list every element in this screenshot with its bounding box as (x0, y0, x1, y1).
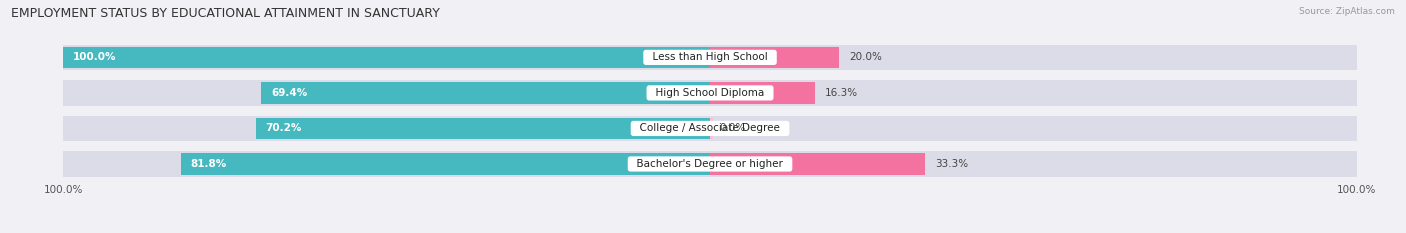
Text: 33.3%: 33.3% (935, 159, 969, 169)
Text: High School Diploma: High School Diploma (650, 88, 770, 98)
Bar (256, 118, 710, 139)
Text: 20.0%: 20.0% (849, 52, 882, 62)
Text: 0.0%: 0.0% (720, 123, 747, 134)
Text: Less than High School: Less than High School (645, 52, 775, 62)
Text: 100.0%: 100.0% (73, 52, 117, 62)
Bar (710, 151, 1357, 177)
Bar (710, 116, 1357, 141)
Legend: In Labor Force, Unemployed: In Labor Force, Unemployed (619, 232, 801, 233)
Bar (710, 47, 839, 68)
Bar (63, 45, 710, 70)
Bar (710, 153, 925, 175)
Bar (63, 80, 710, 106)
Text: EMPLOYMENT STATUS BY EDUCATIONAL ATTAINMENT IN SANCTUARY: EMPLOYMENT STATUS BY EDUCATIONAL ATTAINM… (11, 7, 440, 20)
Bar (63, 116, 710, 141)
Bar (262, 82, 710, 104)
Bar (710, 45, 1357, 70)
Text: 70.2%: 70.2% (266, 123, 302, 134)
Text: 16.3%: 16.3% (825, 88, 858, 98)
Bar (63, 151, 710, 177)
Bar (181, 153, 710, 175)
Text: College / Associate Degree: College / Associate Degree (633, 123, 787, 134)
Text: Source: ZipAtlas.com: Source: ZipAtlas.com (1299, 7, 1395, 16)
Bar (710, 80, 1357, 106)
Bar (710, 118, 713, 139)
Text: Bachelor's Degree or higher: Bachelor's Degree or higher (630, 159, 790, 169)
Bar (63, 47, 710, 68)
Bar (710, 82, 815, 104)
Text: 81.8%: 81.8% (191, 159, 226, 169)
Text: 69.4%: 69.4% (271, 88, 307, 98)
